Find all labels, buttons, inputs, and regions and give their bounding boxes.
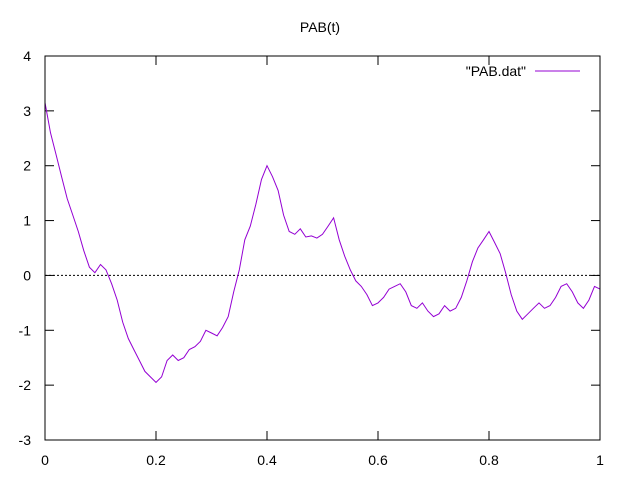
legend: "PAB.dat" bbox=[466, 63, 580, 79]
y-tick-label: 2 bbox=[23, 158, 31, 174]
x-tick-label: 0.8 bbox=[479, 452, 499, 468]
y-tick-label: -2 bbox=[19, 377, 32, 393]
x-axis: 0 0.2 0.4 0.6 0.8 1 bbox=[41, 56, 604, 468]
y-tick-label: 3 bbox=[23, 103, 31, 119]
chart-title: PAB(t) bbox=[300, 19, 340, 35]
y-tick-label: 0 bbox=[23, 267, 31, 283]
y-axis: -3 -2 -1 0 1 2 3 4 bbox=[19, 48, 600, 448]
x-tick-label: 0.2 bbox=[146, 452, 166, 468]
y-tick-label: 1 bbox=[23, 213, 31, 229]
x-tick-label: 0.4 bbox=[257, 452, 277, 468]
y-tick-label: -1 bbox=[19, 322, 32, 338]
x-tick-label: 1 bbox=[596, 452, 604, 468]
series-line-pab bbox=[44, 102, 601, 384]
x-tick-label: 0 bbox=[41, 452, 49, 468]
x-tick-label: 0.6 bbox=[368, 452, 388, 468]
plot-frame bbox=[44, 55, 601, 441]
y-tick-label: 4 bbox=[23, 48, 31, 64]
y-tick-label: -3 bbox=[19, 432, 32, 448]
legend-label: "PAB.dat" bbox=[466, 63, 526, 79]
